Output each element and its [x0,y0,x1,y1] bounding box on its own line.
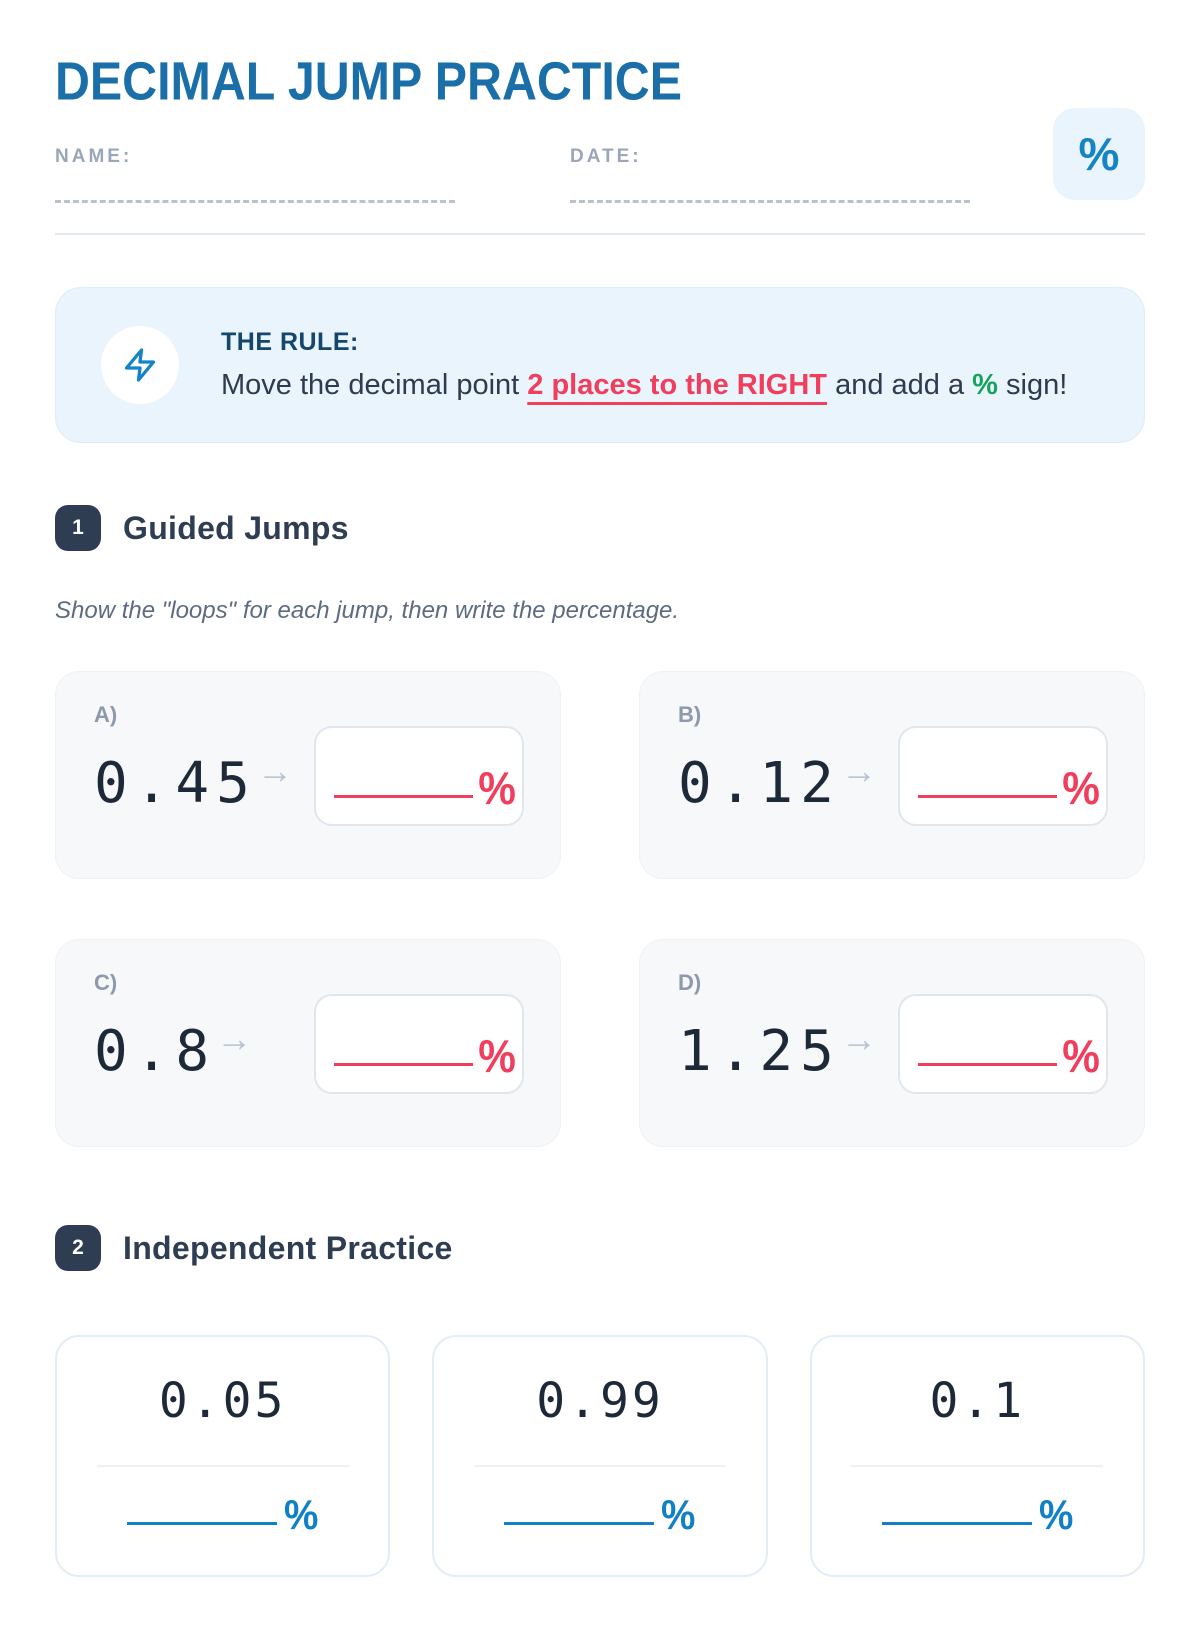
answer-blank-line[interactable] [334,795,474,798]
guided-instructions: Show the "loops" for each jump, then wri… [55,597,680,624]
rule-title: THE RULE: [221,328,359,356]
answer-blank-line[interactable] [334,1063,474,1066]
rule-text-before: Move the decimal point [221,369,528,401]
guided-label: D) [678,970,702,995]
name-field: NAME: [55,146,455,203]
answer-blank-line[interactable] [918,795,1058,798]
header-divider [55,233,1145,235]
percent-icon: % [1053,108,1145,200]
rule-callout: THE RULE: Move the decimal point 2 place… [55,287,1145,443]
decimal-value: 0.12 [678,751,841,817]
answer-box[interactable]: % [314,726,524,826]
guided-grid: A) 0.45 → % B) 0.12 → % C) [55,671,1145,1147]
worksheet-page: DECIMAL JUMP PRACTICE NAME: DATE: % THE … [0,52,1200,1652]
section-1-title: Guided Jumps [123,509,349,546]
name-blank-line[interactable] [55,200,455,203]
percent-sign: % [1062,761,1100,814]
percent-icon-glyph: % [1078,128,1120,180]
card-divider [851,1465,1104,1467]
decimal-value: 0.8 [94,1019,217,1085]
independent-grid: 0.05 % 0.99 % 0.1 % [55,1335,1145,1577]
rule-text-after: sign! [997,369,1068,401]
lightning-icon [101,326,179,404]
arrow-right-icon: → [840,750,877,791]
answer-blank-line[interactable] [126,1521,277,1525]
guided-card-b: B) 0.12 → % [639,671,1145,879]
answer-area: % [881,1491,1073,1538]
section-2-title: Independent Practice [123,1229,453,1266]
section-1-badge: 1 [55,505,101,551]
percent-sign: % [661,1491,696,1538]
date-field: DATE: [570,146,970,203]
header-fields: NAME: DATE: % [55,108,1145,203]
arrow-right-icon: → [840,1018,877,1059]
answer-area: % [504,1491,696,1538]
percent-sign: % [478,761,516,814]
guided-card-c: C) 0.8 → % [55,939,561,1147]
independent-card-2: 0.99 % [432,1335,768,1577]
card-divider [96,1465,349,1467]
answer-blank-line[interactable] [504,1521,655,1525]
decimal-value: 0.1 [929,1373,1026,1429]
percent-sign: % [478,1029,516,1082]
answer-box[interactable]: % [898,726,1108,826]
answer-blank-line[interactable] [918,1063,1058,1066]
guided-label: A) [94,702,118,727]
percent-sign: % [1038,1491,1073,1538]
guided-row: 0.45 → % [94,726,524,834]
card-divider [474,1465,726,1467]
arrow-right-icon: → [256,750,293,791]
section-independent-header: 2 Independent Practice [55,1225,1145,1271]
percent-sign: % [283,1491,319,1538]
page-title: DECIMAL JUMP PRACTICE [55,51,682,113]
rule-text-block: THE RULE: Move the decimal point 2 place… [221,328,1067,402]
answer-area: % [126,1491,319,1538]
guided-label: B) [678,702,702,727]
decimal-value: 0.45 [94,751,257,817]
percent-sign: % [1062,1029,1100,1082]
date-blank-line[interactable] [570,200,970,203]
independent-card-1: 0.05 % [55,1335,391,1577]
rule-text-middle: and add a [827,369,973,401]
decimal-value: 1.25 [678,1019,841,1085]
guided-row: 0.12 → % [678,726,1108,834]
guided-card-a: A) 0.45 → % [55,671,561,879]
name-label: NAME: [55,146,133,167]
rule-percent: % [972,369,998,401]
answer-blank-line[interactable] [881,1521,1032,1525]
answer-box[interactable]: % [314,994,524,1094]
guided-row: 0.8 → % [94,994,524,1102]
guided-row: 1.25 → % [678,994,1108,1102]
section-2-badge: 2 [55,1225,101,1271]
rule-highlight: 2 places to the RIGHT [527,369,828,401]
answer-box[interactable]: % [898,994,1108,1094]
arrow-right-icon: → [216,1018,253,1059]
section-guided-header: 1 Guided Jumps [55,505,1145,551]
date-label: DATE: [570,146,642,167]
independent-card-3: 0.1 % [809,1335,1145,1577]
rule-sentence: Move the decimal point 2 places to the R… [221,369,1067,402]
decimal-value: 0.99 [536,1373,664,1429]
decimal-value: 0.05 [158,1373,287,1429]
guided-card-d: D) 1.25 → % [639,939,1145,1147]
guided-label: C) [94,970,118,995]
